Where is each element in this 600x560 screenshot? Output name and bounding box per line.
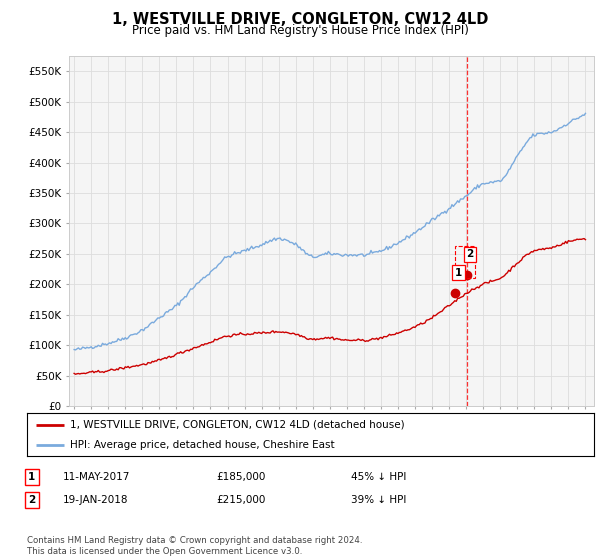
Text: 2: 2: [466, 249, 473, 259]
Text: 1: 1: [455, 268, 462, 278]
Text: 11-MAY-2017: 11-MAY-2017: [63, 472, 130, 482]
Text: 2: 2: [28, 495, 35, 505]
Text: £215,000: £215,000: [216, 495, 265, 505]
Text: 39% ↓ HPI: 39% ↓ HPI: [351, 495, 406, 505]
Text: Price paid vs. HM Land Registry's House Price Index (HPI): Price paid vs. HM Land Registry's House …: [131, 24, 469, 37]
Text: 19-JAN-2018: 19-JAN-2018: [63, 495, 128, 505]
Text: £185,000: £185,000: [216, 472, 265, 482]
Text: Contains HM Land Registry data © Crown copyright and database right 2024.
This d: Contains HM Land Registry data © Crown c…: [27, 536, 362, 556]
Bar: [455, 246, 475, 278]
Text: 1: 1: [28, 472, 35, 482]
Text: 45% ↓ HPI: 45% ↓ HPI: [351, 472, 406, 482]
Text: 1, WESTVILLE DRIVE, CONGLETON, CW12 4LD (detached house): 1, WESTVILLE DRIVE, CONGLETON, CW12 4LD …: [70, 420, 404, 430]
Text: 1, WESTVILLE DRIVE, CONGLETON, CW12 4LD: 1, WESTVILLE DRIVE, CONGLETON, CW12 4LD: [112, 12, 488, 27]
Text: HPI: Average price, detached house, Cheshire East: HPI: Average price, detached house, Ches…: [70, 441, 334, 450]
